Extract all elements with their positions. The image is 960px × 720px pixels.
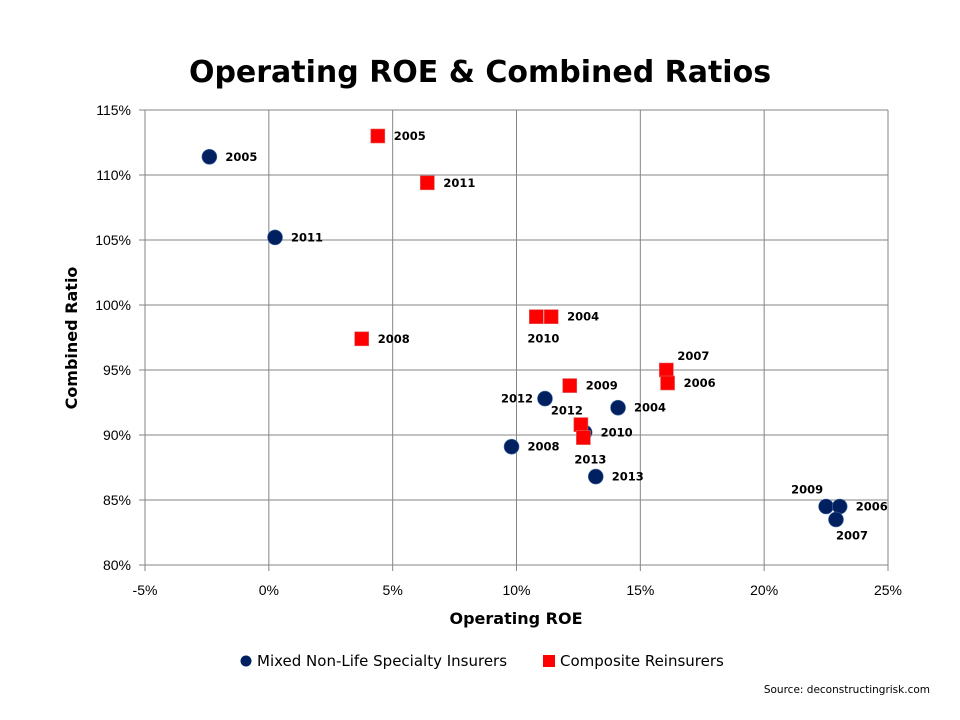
point-composite-2011 bbox=[420, 175, 435, 191]
point-mixed-2007 bbox=[828, 511, 844, 528]
label-composite-2005: 2005 bbox=[394, 129, 426, 143]
point-composite-2008 bbox=[354, 331, 370, 347]
point-mixed-2005 bbox=[201, 149, 218, 165]
y-tick-label: 100% bbox=[95, 297, 131, 313]
point-composite-2010 bbox=[529, 309, 544, 325]
point-mixed-2006 bbox=[831, 498, 848, 515]
x-tick-label: -5% bbox=[133, 582, 158, 598]
data-labels: 2005201120122004201020082013200920062007… bbox=[225, 129, 887, 543]
label-mixed-2013: 2013 bbox=[612, 470, 644, 484]
legend-item-mixed-non-life: Mixed Non-Life Specialty Insurers bbox=[257, 652, 507, 670]
gridlines bbox=[139, 109, 889, 571]
data-points bbox=[201, 128, 848, 528]
x-tick-label: 0% bbox=[259, 582, 279, 598]
y-axis-label: Combined Ratio bbox=[62, 267, 81, 410]
point-mixed-2013 bbox=[587, 468, 604, 485]
legend-marker-circle bbox=[240, 655, 252, 667]
label-mixed-2007: 2007 bbox=[836, 529, 868, 543]
legend: Mixed Non-Life Specialty Insurers Compos… bbox=[240, 652, 724, 670]
chart-title: Operating ROE & Combined Ratios bbox=[189, 55, 771, 90]
x-tick-label: 5% bbox=[383, 582, 403, 598]
label-mixed-2008: 2008 bbox=[528, 440, 560, 454]
point-mixed-2009 bbox=[818, 498, 834, 515]
point-composite-2005 bbox=[370, 128, 386, 144]
label-mixed-2005: 2005 bbox=[225, 150, 257, 164]
x-tick-label: 15% bbox=[626, 582, 654, 598]
source-note: Source: deconstructingrisk.com bbox=[764, 684, 930, 696]
axes: 80% 85% 90% 95% 100% 105% 110% 115% -5% 0% 5% 10% 15… bbox=[95, 102, 902, 598]
label-composite-2007: 2007 bbox=[677, 349, 709, 363]
label-mixed-2012: 2012 bbox=[501, 392, 533, 406]
point-mixed-2012 bbox=[537, 390, 553, 407]
point-composite-2006 bbox=[660, 375, 675, 391]
label-composite-2010: 2010 bbox=[527, 332, 559, 346]
label-composite-2012: 2012 bbox=[551, 404, 583, 418]
point-composite-2004 bbox=[543, 309, 559, 325]
point-composite-2007 bbox=[659, 362, 674, 378]
label-mixed-2011: 2011 bbox=[291, 230, 323, 244]
x-axis-label: Operating ROE bbox=[450, 609, 583, 628]
label-composite-2006: 2006 bbox=[684, 376, 716, 390]
x-tick-label: 10% bbox=[502, 582, 530, 598]
point-composite-2009 bbox=[562, 378, 578, 393]
legend-item-composite-reinsurers: Composite Reinsurers bbox=[560, 652, 724, 670]
y-tick-label: 115% bbox=[96, 102, 131, 118]
label-mixed-2010: 2010 bbox=[601, 425, 633, 439]
label-composite-2011: 2011 bbox=[443, 176, 475, 190]
y-tick-label: 110% bbox=[96, 167, 131, 183]
label-composite-2009: 2009 bbox=[586, 379, 618, 393]
x-tick-label: 20% bbox=[750, 582, 778, 598]
y-tick-label: 80% bbox=[103, 557, 131, 573]
point-composite-2013 bbox=[576, 430, 591, 445]
y-tick-label: 90% bbox=[103, 427, 131, 443]
point-mixed-2008 bbox=[503, 438, 520, 455]
label-mixed-2006: 2006 bbox=[856, 500, 888, 514]
x-tick-label: 25% bbox=[874, 582, 902, 598]
label-mixed-2004: 2004 bbox=[634, 401, 666, 415]
label-mixed-2009: 2009 bbox=[791, 483, 823, 497]
y-tick-label: 105% bbox=[95, 232, 131, 248]
label-composite-2008: 2008 bbox=[378, 332, 410, 346]
point-mixed-2004 bbox=[610, 399, 626, 416]
y-tick-label: 85% bbox=[103, 492, 131, 508]
point-composite-2012 bbox=[573, 417, 589, 432]
label-composite-2004: 2004 bbox=[567, 310, 599, 324]
y-tick-label: 95% bbox=[103, 362, 131, 378]
legend-marker-square bbox=[543, 655, 555, 667]
point-mixed-2011 bbox=[267, 229, 283, 246]
label-composite-2013: 2013 bbox=[574, 453, 606, 467]
